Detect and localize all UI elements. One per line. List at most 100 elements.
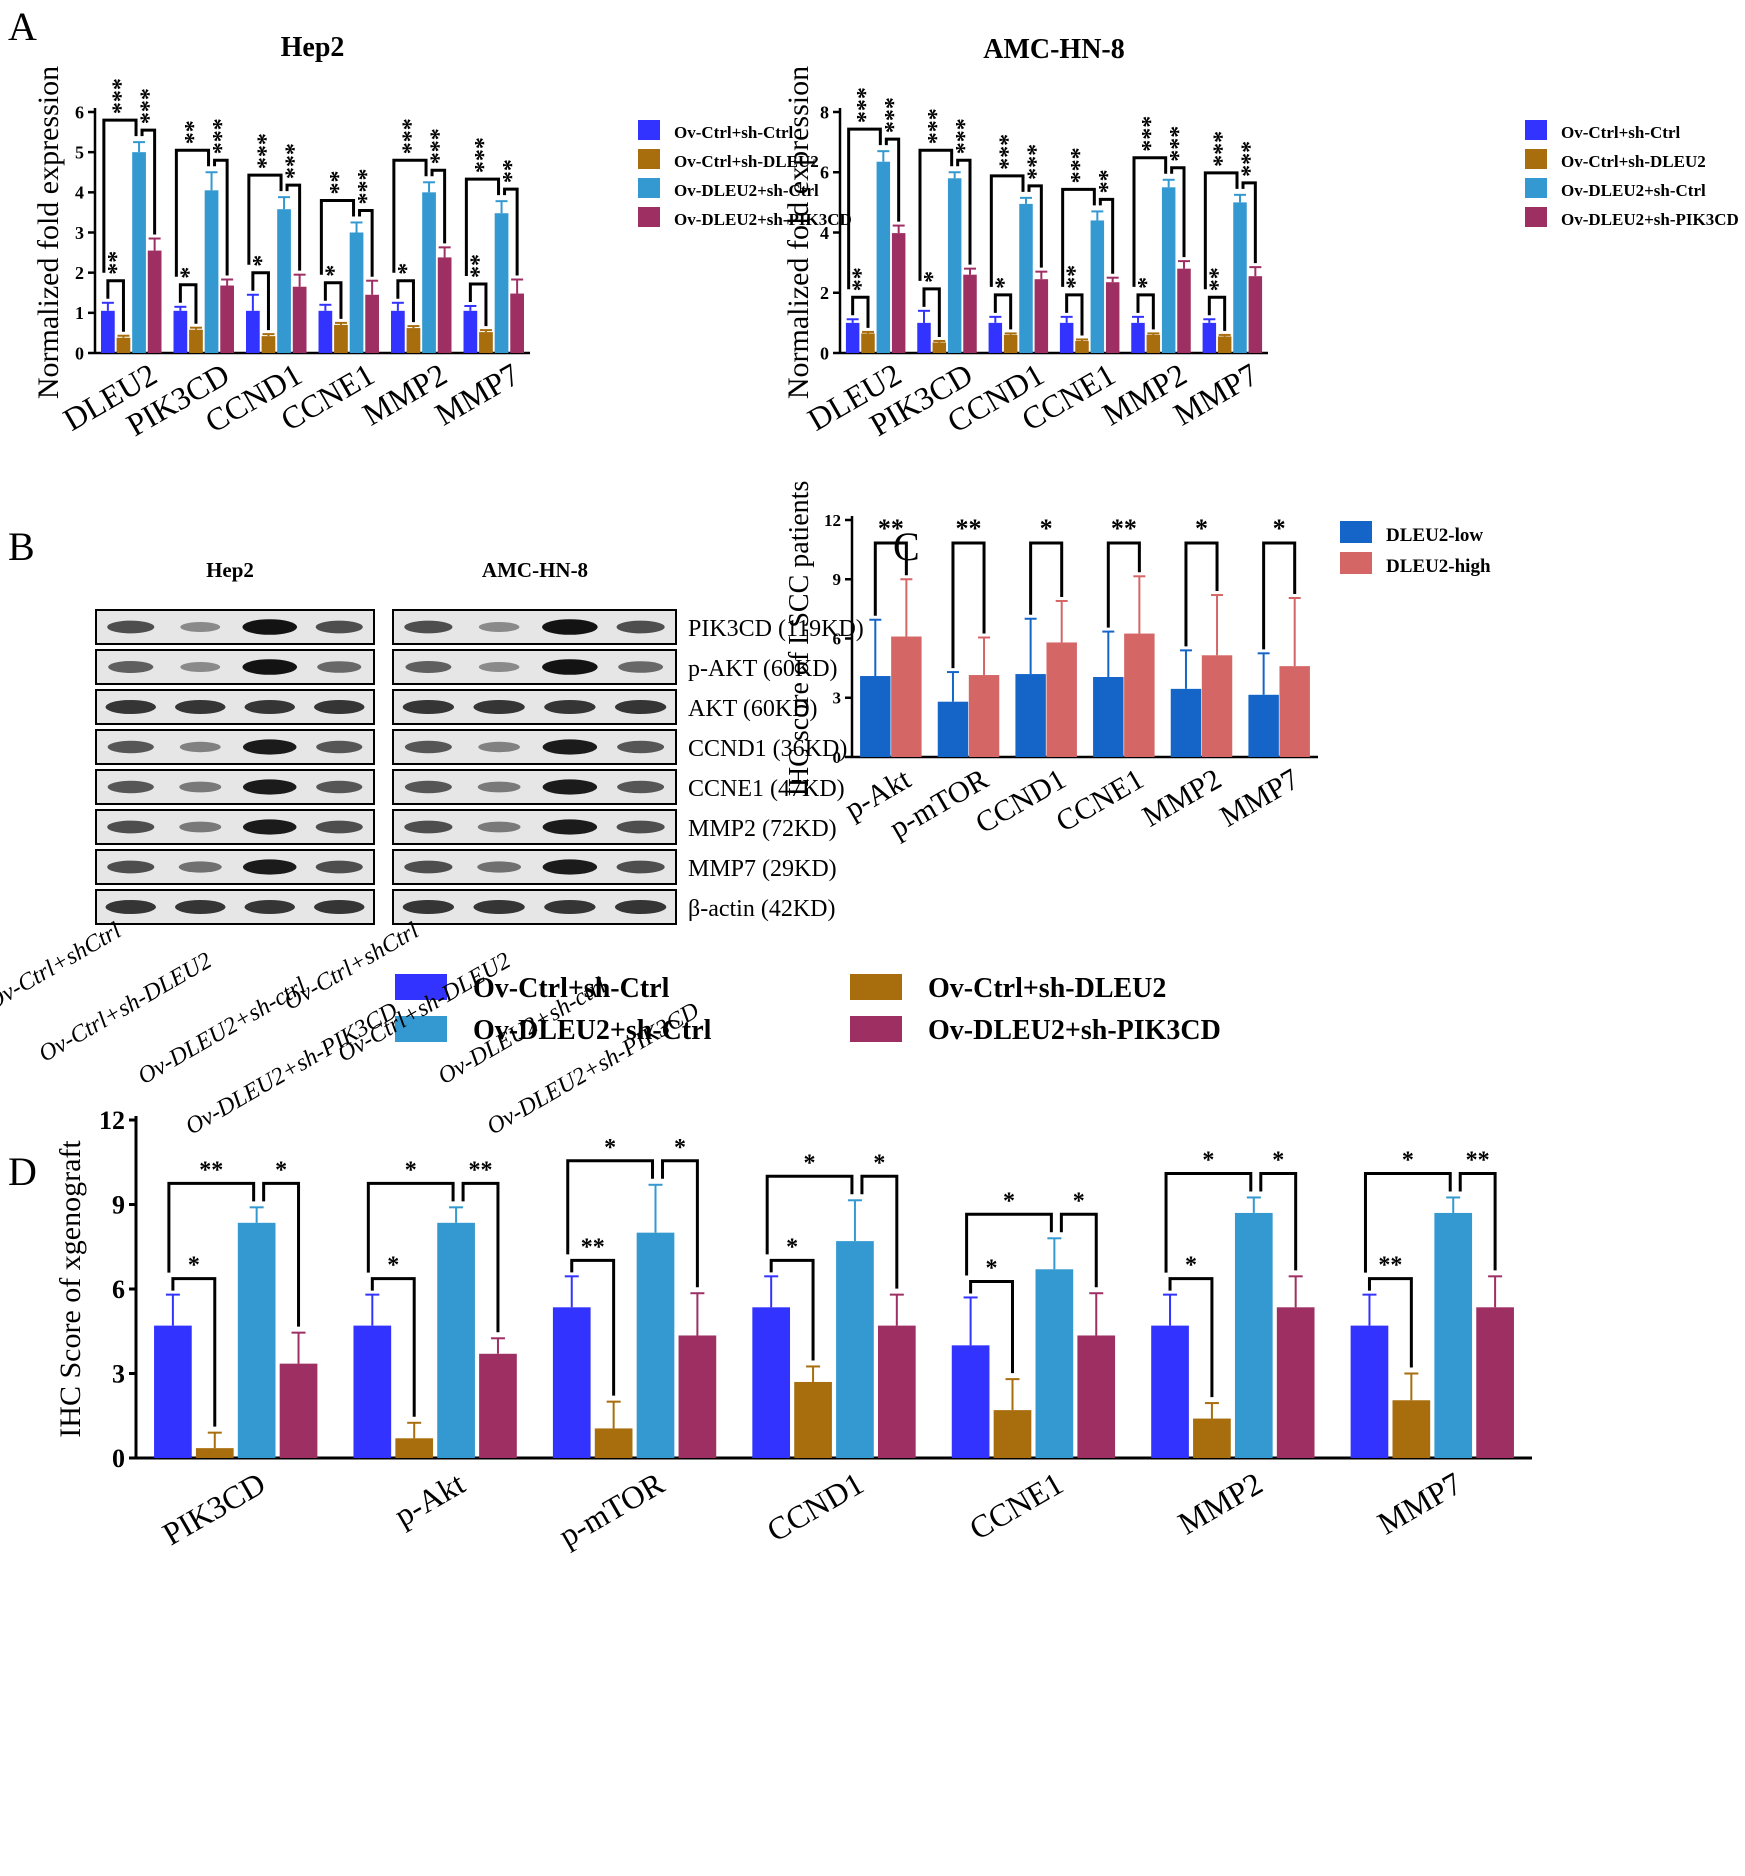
lane-label: Ov-Ctrl+shCtrl (280, 918, 424, 1016)
blot-band (404, 860, 453, 874)
category-label: PIK3CD (156, 1465, 271, 1552)
bar (173, 310, 188, 353)
cell-line-label: AMC-HN-8 (482, 558, 588, 582)
bar (261, 336, 276, 353)
significance-bracket (922, 287, 941, 337)
blot-band (107, 620, 155, 634)
bar (932, 342, 947, 353)
bar (463, 310, 478, 353)
bar (1193, 1418, 1231, 1458)
legend-label: Ov-DLEU2+sh-Ctrl (674, 181, 819, 200)
y-tick-label: 4 (820, 223, 829, 243)
blot-band (180, 662, 221, 672)
legend-label: Ov-Ctrl+sh-Ctrl (1561, 123, 1680, 142)
bar (154, 1325, 192, 1458)
bar (277, 209, 291, 353)
significance-label: *** (354, 168, 380, 204)
protein-label: CCNE1 (47KD) (688, 776, 845, 802)
blot-band (180, 622, 221, 632)
significance-bracket (1136, 293, 1155, 330)
bar (968, 675, 1000, 757)
blot-band (542, 859, 598, 875)
y-tick-label: 0 (820, 343, 829, 363)
legend-swatch (638, 149, 660, 169)
significance-bracket (1106, 541, 1141, 628)
bar (937, 701, 969, 757)
blot-band (244, 900, 295, 914)
legend-label: DLEU2-low (1386, 525, 1483, 546)
blot-band (478, 662, 520, 672)
significance-label: * (1273, 514, 1286, 543)
significance-label: * (1003, 1188, 1015, 1214)
category-label: MMP2 (1137, 762, 1227, 833)
significance-bracket (167, 1181, 256, 1273)
significance-label: ** (1466, 1147, 1490, 1173)
category-label: MMP2 (356, 356, 453, 433)
bar (1392, 1400, 1431, 1458)
significance-label: ** (1205, 267, 1231, 291)
blot-band (315, 860, 363, 874)
bar (1202, 322, 1217, 353)
significance-bracket (247, 173, 283, 265)
category-label: p-mTOR (553, 1465, 671, 1554)
significance-bracket (396, 279, 415, 323)
bar (1124, 633, 1155, 757)
category-label: CCND1 (761, 1465, 870, 1549)
significance-label: * (674, 1135, 686, 1161)
significance-bracket (319, 198, 356, 275)
bar (1177, 268, 1191, 353)
significance-bracket (918, 148, 954, 281)
significance-bracket (1065, 293, 1084, 336)
bar (752, 1307, 791, 1458)
bar (552, 1307, 591, 1458)
bar (479, 332, 493, 353)
significance-bracket (1132, 156, 1168, 287)
significance-label: *** (282, 143, 308, 179)
significance-label: *** (209, 118, 235, 154)
bar (189, 329, 203, 353)
y-tick-label: 0 (75, 343, 84, 363)
significance-label: ** (1111, 514, 1137, 543)
legend-label: Ov-Ctrl+sh-Ctrl (674, 123, 793, 142)
blot-band (105, 700, 156, 714)
panel-label-d: D (8, 1149, 37, 1194)
bar (353, 1325, 392, 1458)
lane-label: Ov-Ctrl+shCtrl (0, 918, 126, 1016)
legend-label: Ov-DLEU2+sh-Ctrl (473, 1015, 712, 1046)
significance-bracket (951, 541, 986, 669)
category-label: MMP7 (1215, 762, 1305, 833)
significance-label: *** (881, 97, 907, 133)
y-tick-label: 3 (112, 1360, 125, 1389)
protein-label: β-actin (42KD) (688, 896, 836, 922)
significance-label: *** (996, 134, 1022, 170)
bar (494, 213, 509, 353)
blot-band (242, 779, 297, 795)
significance-label: ** (1095, 169, 1121, 193)
bar (406, 328, 421, 353)
bar (1170, 688, 1202, 757)
significance-label: *** (1210, 131, 1236, 167)
significance-label: *** (1067, 147, 1093, 183)
bar (1248, 694, 1279, 757)
significance-label: * (177, 267, 203, 279)
bar (860, 676, 891, 757)
y-tick-label: 6 (820, 163, 829, 183)
bar (1201, 655, 1233, 757)
y-tick-label: 5 (75, 142, 84, 162)
significance-bracket (989, 174, 1025, 287)
significance-label: * (1073, 1188, 1085, 1214)
category-label: CCNE1 (1051, 762, 1150, 838)
bar (1151, 1325, 1189, 1458)
significance-label: * (322, 265, 348, 277)
blot-band (316, 740, 363, 754)
bar (1075, 340, 1089, 353)
significance-bracket (171, 1277, 217, 1427)
blot-band (542, 739, 598, 755)
significance-bracket (873, 541, 908, 616)
bar (1077, 1335, 1116, 1458)
significance-bracket (1241, 181, 1257, 264)
significance-label: *** (398, 118, 424, 154)
blot-band (175, 700, 226, 714)
blot-band (616, 820, 665, 834)
